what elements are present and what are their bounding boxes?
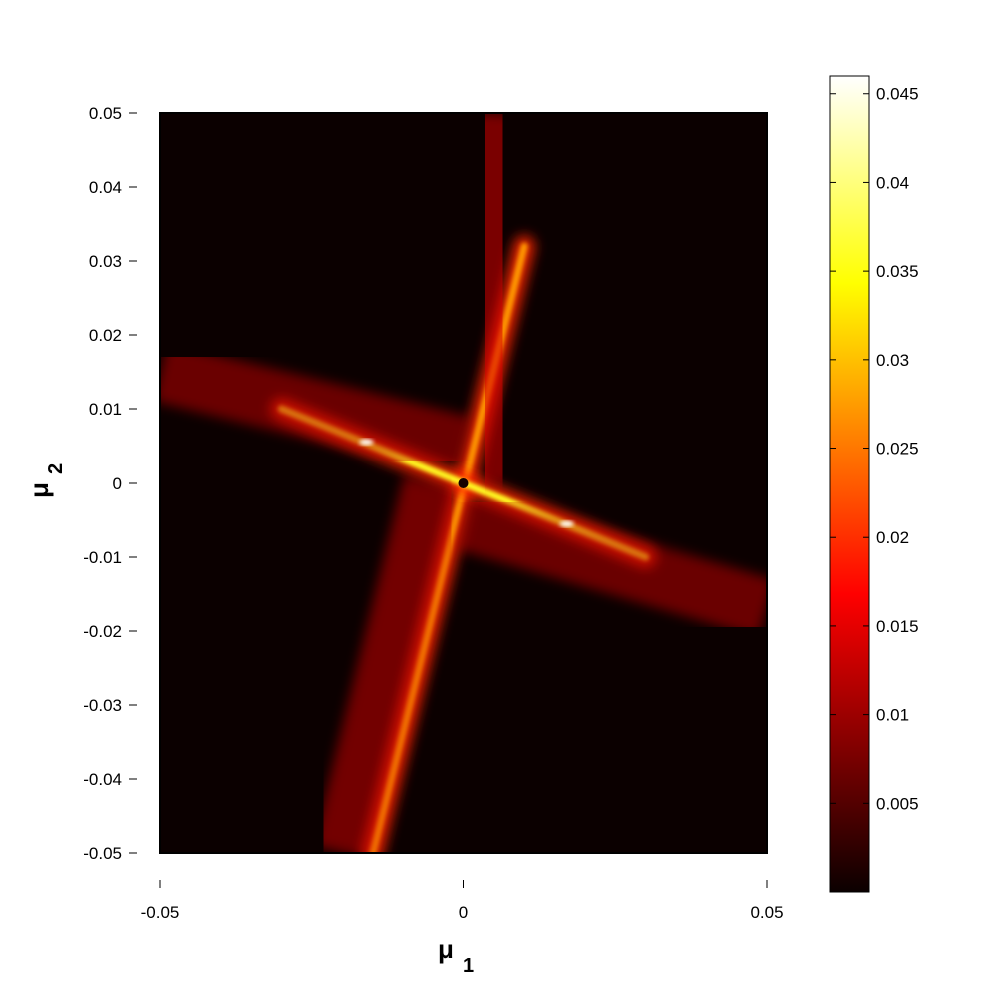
horizontal-band-right <box>455 491 767 638</box>
y-axis-label: μ 2 <box>24 463 67 498</box>
colorbar-frame <box>829 75 870 893</box>
x-axis-label-subscript: 1 <box>463 955 474 977</box>
y-tick-label: 0.05 <box>89 104 122 123</box>
y-tick-label: 0.02 <box>89 326 122 345</box>
colorbar: 0.045 0.04 0.035 0.03 0.025 0.02 0.015 0.01 0.00… <box>829 75 919 893</box>
y-tick-label: -0.01 <box>83 548 122 567</box>
y-axis-label-symbol: μ <box>24 482 54 498</box>
plot-frame <box>159 112 768 854</box>
y-tick-label: 0.04 <box>89 178 122 197</box>
vertical-band-upper <box>457 113 530 484</box>
y-axis-ticks: 0.05 0.04 0.03 0.02 0.01 0 -0.01 -0.02 -0.03 -0.0… <box>83 104 137 863</box>
x-axis-label: μ 1 <box>438 934 474 977</box>
colorbar-tick-label: 0.015 <box>876 617 919 636</box>
vertical-band-lower <box>312 475 463 853</box>
colorbar-tick-label: 0.035 <box>876 262 919 281</box>
colorbar-tick-label: 0.04 <box>876 173 909 192</box>
x-tick-label: 0 <box>459 903 468 922</box>
y-axis-label-subscript: 2 <box>45 463 67 474</box>
colorbar-tick-label: 0.045 <box>876 85 919 104</box>
y-tick-label: -0.03 <box>83 696 122 715</box>
colorbar-tick-label: 0.02 <box>876 528 909 547</box>
y-tick-label: 0.01 <box>89 400 122 419</box>
colorbar-ticks: 0.045 0.04 0.035 0.03 0.025 0.02 0.015 0.01 0.00… <box>830 85 919 813</box>
peak-highlight-upper <box>359 439 374 446</box>
horizontal-band-left <box>160 342 471 476</box>
plot-area <box>159 112 768 854</box>
colorbar-tick-label: 0.005 <box>876 794 919 813</box>
y-tick-label: -0.04 <box>83 770 122 789</box>
x-tick-label: 0.05 <box>750 903 783 922</box>
colorbar-tick-label: 0.01 <box>876 706 909 725</box>
y-tick-label: -0.02 <box>83 622 122 641</box>
y-tick-label: 0 <box>113 474 122 493</box>
heatmap-layer <box>160 113 767 853</box>
x-axis-label-symbol: μ <box>438 934 454 964</box>
y-tick-label: -0.05 <box>83 844 122 863</box>
colorbar-tick-label: 0.03 <box>876 351 909 370</box>
colorbar-tick-label: 0.025 <box>876 440 919 459</box>
y-tick-label: 0.03 <box>89 252 122 271</box>
x-tick-label: -0.05 <box>141 903 180 922</box>
x-axis-ticks: -0.05 0 0.05 <box>141 880 784 922</box>
center-spot <box>458 478 469 488</box>
peak-highlight-lower <box>559 520 574 527</box>
colorbar-gradient <box>830 76 869 892</box>
